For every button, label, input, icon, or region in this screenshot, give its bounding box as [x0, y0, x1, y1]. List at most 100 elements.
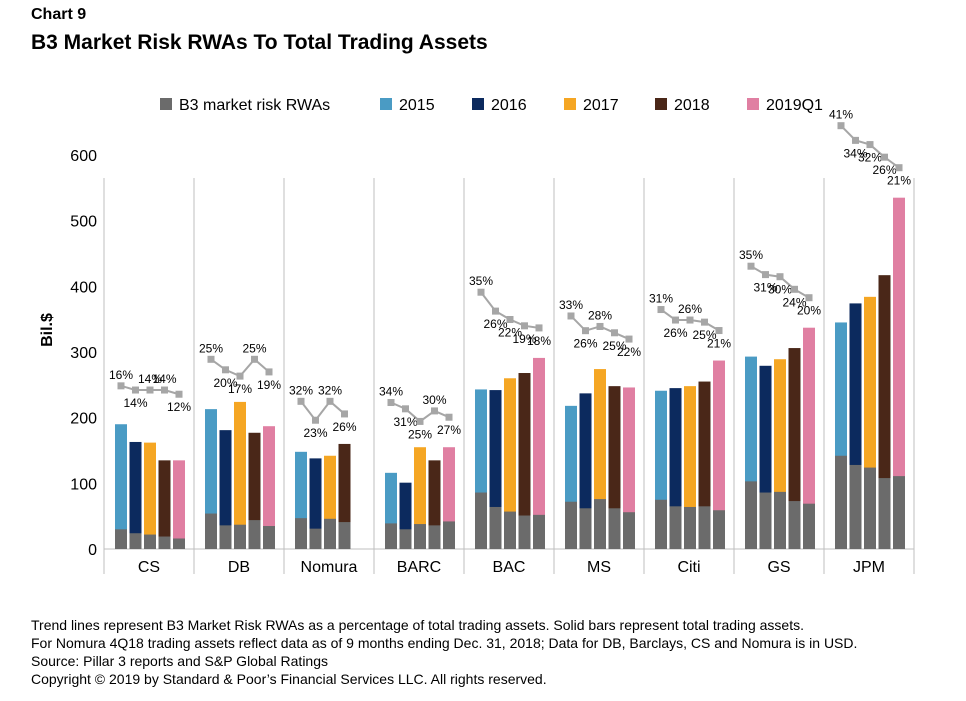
trend-label: 25% [692, 328, 716, 342]
rwa-bar-citi-2017 [684, 506, 696, 549]
trend-label: 25% [199, 341, 223, 355]
rwa-bar-nomura-2018 [338, 522, 351, 549]
trend-marker [881, 153, 888, 161]
rwa-bar-jpm-2019q1 [893, 476, 905, 549]
trend-label: 32% [289, 383, 313, 397]
trend-label: 17% [228, 382, 252, 396]
rwa-bar-bac-2017 [504, 511, 516, 549]
rwa-bar-bac-2018 [518, 515, 531, 549]
trend-marker [222, 366, 229, 374]
trend-label: 21% [707, 337, 731, 351]
bar-db-2019q1 [263, 426, 275, 549]
trend-marker [117, 382, 125, 390]
rwa-bar-barc-2016 [399, 529, 412, 549]
x-tick-label: Citi [677, 559, 700, 576]
bar-nomura-2016 [309, 458, 322, 549]
rwa-bar-jpm-2016 [849, 464, 862, 549]
trend-marker [492, 307, 499, 315]
bar-ms-2019q1 [623, 387, 635, 549]
rwa-bar-ms-2015 [565, 501, 577, 549]
legend-swatch [472, 98, 484, 110]
chart-title: B3 Market Risk RWAs To Total Trading Ass… [31, 31, 488, 54]
bar-jpm-2019q1 [893, 197, 905, 549]
y-tick-label: 300 [70, 345, 97, 362]
rwa-bar-nomura-2017 [324, 518, 336, 549]
trend-label: 35% [739, 248, 763, 262]
rwa-bar-nomura-2016 [309, 528, 322, 549]
trend-marker [387, 399, 395, 407]
rwa-bar-barc-2017 [414, 524, 426, 549]
rwa-bar-ms-2017 [594, 499, 606, 549]
rwa-bar-citi-2016 [669, 506, 682, 549]
rwa-bar-db-2015 [205, 513, 217, 549]
y-axis-label: Bil.$ [39, 313, 56, 347]
trend-marker [686, 316, 694, 324]
legend-label: 2015 [399, 97, 435, 114]
footnotes: Trend lines represent B3 Market Risk RWA… [31, 616, 857, 688]
trend-label: 32% [858, 151, 882, 165]
trend-marker [776, 273, 784, 281]
trend-label: 23% [303, 426, 327, 440]
legend-label: 2019Q1 [766, 97, 823, 114]
legend-swatch [564, 98, 576, 110]
trend-label: 31% [393, 415, 417, 429]
trend-label: 19% [512, 332, 536, 346]
footnote-nomura: For Nomura 4Q18 trading assets reflect d… [31, 635, 858, 651]
y-tick-label: 400 [70, 279, 97, 296]
trend-label: 22% [617, 345, 641, 359]
trend-label: 19% [257, 378, 281, 392]
trend-label: 27% [437, 423, 461, 437]
x-tick-label: JPM [853, 559, 885, 576]
rwa-bar-gs-2017 [774, 491, 786, 549]
trend-marker [341, 410, 348, 418]
bar-bac-2018 [518, 373, 531, 549]
bar-gs-2018 [788, 348, 801, 549]
rwa-bar-cs-2017 [144, 534, 156, 549]
trend-label: 35% [469, 274, 493, 288]
trend-marker [747, 262, 755, 270]
trend-label: 30% [422, 393, 446, 407]
trend-marker [715, 327, 723, 335]
trend-label: 25% [242, 341, 266, 355]
legend-swatch [747, 98, 759, 110]
trend-label: 26% [332, 420, 356, 434]
trend-label: 14% [152, 372, 176, 386]
trend-marker [175, 390, 183, 398]
trend-marker [762, 271, 769, 279]
trend-label: 16% [109, 368, 133, 382]
rwa-bar-cs-2015 [115, 529, 127, 549]
footnote-trend: Trend lines represent B3 Market Risk RWA… [31, 617, 804, 633]
bar-bac-2019q1 [533, 357, 545, 549]
trend-marker [506, 316, 514, 324]
trend-label: 20% [797, 304, 821, 318]
rwa-bar-jpm-2017 [864, 467, 876, 549]
rwa-bar-db-2019q1 [263, 526, 275, 549]
legend-label: 2016 [491, 97, 527, 114]
rwa-bar-ms-2019q1 [623, 512, 635, 549]
trend-label: 25% [602, 339, 626, 353]
y-tick-label: 0 [88, 542, 97, 559]
bar-cs-2015 [115, 424, 127, 549]
rwa-bar-gs-2016 [759, 492, 772, 549]
rwa-bar-db-2018 [248, 520, 261, 549]
trend-marker [297, 397, 305, 405]
trend-marker [207, 355, 215, 363]
x-tick-label: BARC [397, 559, 441, 576]
trend-label: 28% [588, 308, 612, 322]
chart-label: Chart 9 [31, 6, 87, 23]
rwa-bar-citi-2019q1 [713, 510, 725, 549]
bar-cs-2016 [129, 441, 142, 549]
rwa-bar-cs-2018 [158, 536, 171, 549]
rwa-bar-db-2016 [219, 525, 232, 549]
trend-marker [625, 335, 633, 343]
trend-label: 30% [768, 283, 792, 297]
trend-marker [236, 372, 244, 380]
rwa-bar-bac-2016 [489, 506, 502, 549]
trend-marker [805, 294, 813, 302]
trend-label: 14% [123, 396, 147, 410]
rwa-bar-gs-2019q1 [803, 503, 815, 549]
trend-label: 32% [318, 383, 342, 397]
rwa-bar-cs-2019q1 [173, 538, 185, 549]
trend-marker [596, 322, 604, 330]
y-tick-label: 100 [70, 476, 97, 493]
